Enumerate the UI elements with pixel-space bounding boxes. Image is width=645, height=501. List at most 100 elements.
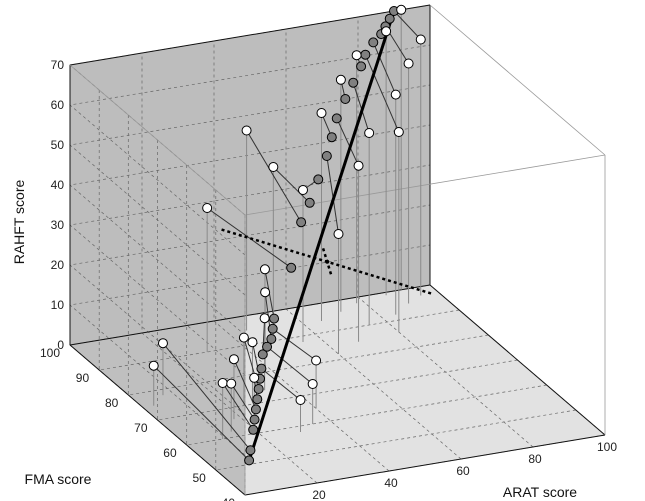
- observed-point: [295, 395, 306, 405]
- box-edge: [69, 4, 431, 66]
- y-tick-label: 50: [192, 471, 206, 485]
- observed-point: [202, 203, 213, 213]
- projected-point: [266, 334, 277, 344]
- projected-point: [326, 132, 337, 143]
- projected-point: [321, 151, 332, 161]
- z-tick-label: 70: [51, 58, 65, 72]
- projection-link: [393, 10, 422, 40]
- tick-labels: 0204060801004050607080901000102030405060…: [40, 58, 617, 501]
- box-edge: [429, 4, 606, 156]
- projected-point: [340, 94, 351, 104]
- y-tick-label: 80: [105, 396, 119, 410]
- x-tick-label: 100: [597, 440, 617, 454]
- grid-line-y: [215, 190, 576, 471]
- observed-point: [403, 58, 414, 69]
- y-tick-label: 100: [40, 346, 60, 360]
- observed-point: [259, 264, 270, 275]
- observed-point: [351, 50, 362, 61]
- projected-point: [244, 455, 255, 466]
- projected-point: [257, 349, 268, 360]
- projection-link: [230, 383, 255, 420]
- projection-link: [372, 42, 397, 95]
- projection-link: [336, 118, 360, 166]
- observed-point: [415, 34, 426, 45]
- projected-point: [248, 424, 259, 435]
- projected-point: [384, 13, 395, 24]
- projected-point: [331, 113, 342, 124]
- y-tick-label: 40: [222, 496, 236, 501]
- centroid-point: [325, 259, 330, 264]
- z-tick-label: 50: [51, 138, 65, 152]
- principal-axis: [221, 10, 434, 461]
- projected-point: [360, 49, 371, 60]
- projection-link: [261, 368, 301, 401]
- observed-point: [307, 379, 318, 389]
- box-edge: [244, 434, 606, 496]
- y-axis-label: FMA score: [25, 471, 92, 487]
- grid-line-y: [186, 165, 547, 446]
- observed-point: [298, 185, 308, 195]
- projection-link: [326, 155, 339, 235]
- projected-point: [356, 61, 367, 72]
- observed-point: [217, 378, 228, 388]
- principal-axis-line: [247, 10, 396, 461]
- observed-point: [259, 313, 270, 324]
- x-tick-label: 20: [312, 488, 326, 501]
- z-tick-label: 10: [51, 298, 65, 312]
- projection-link: [266, 346, 313, 385]
- projected-point: [286, 262, 297, 273]
- projected-point: [313, 174, 324, 185]
- observed-point: [381, 26, 392, 37]
- observed-point: [390, 89, 401, 100]
- observed-point: [396, 4, 407, 15]
- y-tick-label: 90: [76, 371, 90, 385]
- axes-box: [69, 4, 606, 496]
- y-tick-label: 70: [134, 421, 148, 435]
- observed-point: [226, 378, 237, 389]
- projected-point: [267, 323, 278, 334]
- drop-stems: [153, 9, 422, 439]
- projected-point: [253, 384, 264, 394]
- projection-link: [272, 328, 317, 361]
- x-tick-label: 40: [384, 476, 398, 490]
- y-tick-label: 60: [163, 446, 177, 460]
- projected-point: [250, 404, 261, 415]
- projected-point: [245, 445, 256, 456]
- projection-link: [206, 207, 292, 269]
- box-edge: [69, 344, 246, 496]
- projection-link: [364, 54, 400, 133]
- observed-point: [333, 229, 344, 239]
- observed-point: [393, 127, 404, 137]
- observed-point: [311, 355, 322, 366]
- grid-line-y: [98, 90, 460, 371]
- observed-point: [260, 287, 271, 298]
- projected-point: [348, 77, 359, 88]
- observed-point: [353, 160, 364, 171]
- observed-point: [247, 337, 258, 348]
- box-edge: [429, 284, 606, 436]
- grid-line-y: [157, 140, 518, 421]
- projection-link: [272, 166, 311, 204]
- projected-point: [262, 341, 273, 352]
- z-tick-label: 60: [51, 98, 65, 112]
- x-tick-label: 60: [456, 464, 470, 478]
- projected-point: [304, 197, 315, 208]
- observed-point: [249, 372, 260, 383]
- z-tick-label: 20: [51, 258, 65, 272]
- projection-link: [233, 358, 257, 410]
- observed-point: [238, 332, 249, 343]
- x-tick-label: 80: [528, 452, 542, 466]
- box-edge: [69, 64, 246, 216]
- projection-link: [246, 130, 302, 223]
- observed-point: [268, 162, 279, 172]
- box-edge: [69, 284, 431, 346]
- observed-point: [316, 108, 327, 118]
- projected-point: [296, 217, 307, 228]
- z-tick-label: 0: [57, 338, 64, 352]
- z-tick-label: 40: [51, 178, 65, 192]
- z-tick-label: 30: [51, 218, 65, 232]
- projected-point: [252, 394, 263, 405]
- observed-point: [364, 128, 375, 138]
- observed-point: [148, 360, 159, 371]
